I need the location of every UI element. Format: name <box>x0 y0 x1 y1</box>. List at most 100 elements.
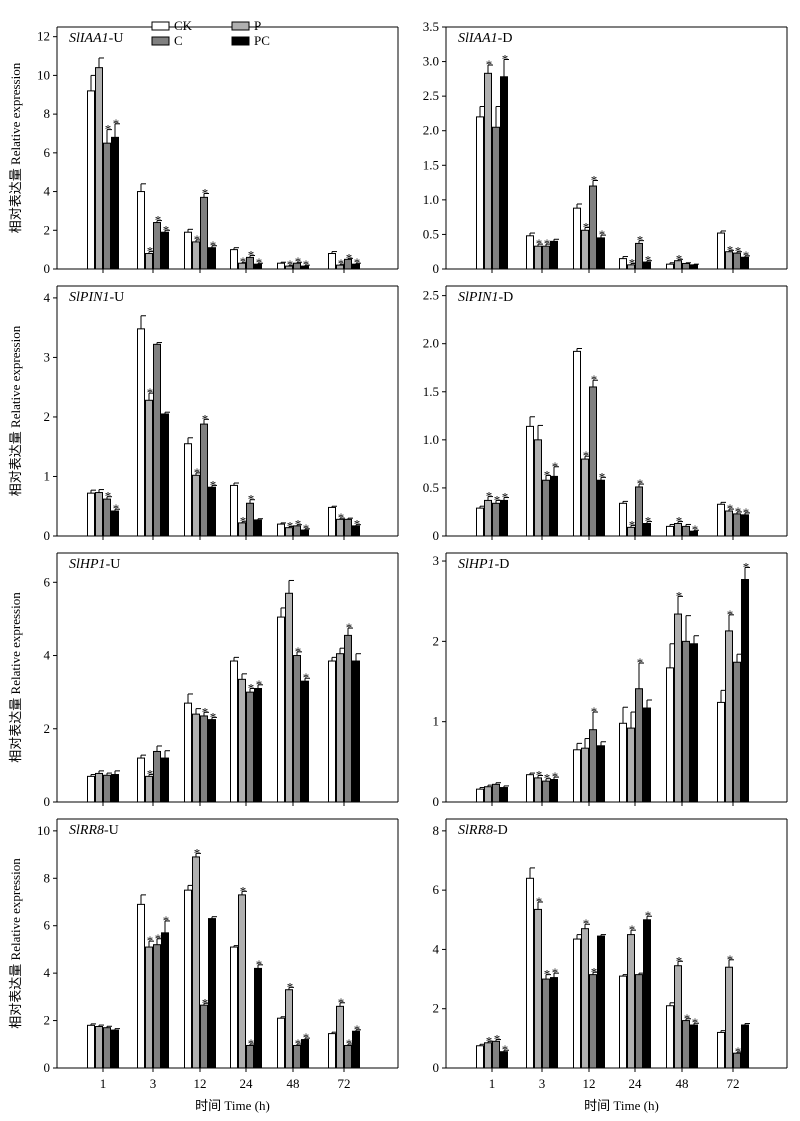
significance-marker: * <box>163 222 170 237</box>
significance-marker: * <box>202 704 209 719</box>
bar-pc <box>597 237 605 270</box>
bar-ck <box>277 616 285 803</box>
bar-pc <box>208 719 216 803</box>
panel-title: SlRR8-D <box>458 823 508 838</box>
y-tick-label: 0.5 <box>423 226 439 241</box>
significance-marker: * <box>692 522 699 537</box>
bar-c <box>103 498 111 537</box>
significance-marker: * <box>727 501 734 516</box>
y-tick-label: 1 <box>44 468 51 483</box>
significance-marker: * <box>248 247 255 262</box>
bar-p <box>581 229 589 270</box>
y-tick-label: 0 <box>44 528 51 543</box>
significance-marker: * <box>629 922 636 937</box>
bar-ck <box>619 258 627 270</box>
bar-ck <box>184 443 192 537</box>
bar-p <box>674 965 682 1069</box>
y-tick-label: 2.0 <box>423 336 439 351</box>
significance-marker: * <box>346 620 353 635</box>
significance-marker: * <box>692 1015 699 1030</box>
significance-marker: * <box>256 677 263 692</box>
significance-marker: * <box>354 1022 361 1037</box>
panel-title-suffix: -U <box>109 290 124 305</box>
bar-ck <box>526 235 534 270</box>
significance-marker: * <box>676 953 683 968</box>
bar-c <box>492 502 500 537</box>
panel-title: SlRR8-U <box>69 823 119 838</box>
significance-marker: * <box>502 1042 509 1057</box>
bar-pc <box>500 787 508 803</box>
bar-pc <box>597 479 605 537</box>
y-tick-label: 2 <box>433 633 440 648</box>
y-tick-label: 3 <box>44 349 51 364</box>
significance-marker: * <box>645 253 652 268</box>
significance-marker: * <box>591 964 598 979</box>
bar-p <box>95 67 103 270</box>
y-tick-label: 0 <box>433 261 440 276</box>
bar-p <box>725 966 733 1069</box>
y-tick-label: 1.5 <box>423 157 439 172</box>
bar-ck <box>573 938 581 1069</box>
y-axis-label: 相对表达量 Relative expression <box>8 592 23 763</box>
bar-c <box>153 343 161 537</box>
bar-ck <box>137 903 145 1069</box>
y-tick-label: 3.0 <box>423 54 439 69</box>
y-tick-label: 1 <box>433 714 440 729</box>
bar-pc <box>690 1024 698 1069</box>
bar-ck <box>328 253 336 270</box>
bar-ck <box>717 701 725 803</box>
y-tick-label: 2 <box>44 721 51 736</box>
y-tick-label: 8 <box>44 106 51 121</box>
panel-title: SlPIN1-D <box>458 290 513 305</box>
significance-marker: * <box>591 172 598 187</box>
panel-title: SlIAA1-D <box>458 31 512 46</box>
bar-c <box>589 974 597 1069</box>
bar-pc <box>161 413 169 537</box>
significance-marker: * <box>155 213 162 228</box>
bar-p <box>484 72 492 270</box>
bar-ck <box>87 1024 95 1069</box>
panel-title-gene: SlRR8 <box>69 823 104 838</box>
bar-ck <box>619 722 627 803</box>
panel-title-suffix: -U <box>109 31 124 46</box>
bar-ck <box>666 525 674 537</box>
significance-marker: * <box>583 916 590 931</box>
bar-c <box>103 774 111 803</box>
bar-c <box>103 1027 111 1069</box>
bar-pc <box>111 136 119 270</box>
significance-marker: * <box>287 257 294 272</box>
x-tick-label: 72 <box>727 1076 740 1091</box>
bar-pc <box>161 932 169 1069</box>
y-tick-label: 6 <box>44 145 51 160</box>
panel-title-gene: SlRR8 <box>458 823 493 838</box>
significance-marker: * <box>256 255 263 270</box>
panel-slpin1-d: 00.51.01.52.02.5 SlPIN1-D*** ************* <box>423 285 788 543</box>
bar-p <box>336 1005 344 1069</box>
bar-p <box>534 439 542 537</box>
bar-p <box>95 1026 103 1069</box>
bar-p <box>581 458 589 537</box>
significance-marker: * <box>240 883 247 898</box>
panel-title-suffix: -D <box>495 557 510 572</box>
bar-ck <box>184 889 192 1069</box>
bar-pc <box>690 264 698 270</box>
legend-label-p: P <box>254 18 261 33</box>
y-tick-label: 0 <box>44 1060 51 1075</box>
significance-marker: * <box>287 518 294 533</box>
bar-p <box>581 928 589 1069</box>
y-tick-label: 4 <box>433 941 440 956</box>
significance-marker: * <box>684 1011 691 1026</box>
y-tick-label: 1.0 <box>423 192 439 207</box>
y-tick-label: 0 <box>44 261 51 276</box>
panel-title: SlHP1-D <box>458 557 509 572</box>
significance-marker: * <box>727 242 734 257</box>
significance-marker: * <box>147 767 154 782</box>
bar-c <box>589 185 597 270</box>
bar-p <box>534 908 542 1069</box>
bar-ck <box>230 249 238 270</box>
